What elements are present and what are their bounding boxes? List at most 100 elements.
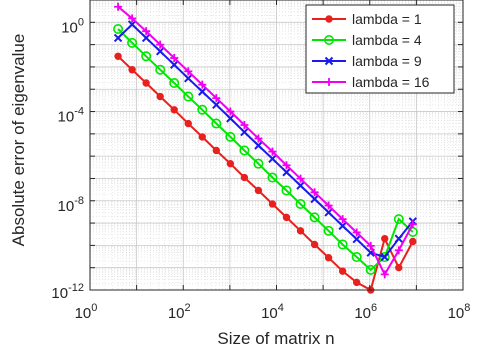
legend-label: lambda = 1 — [352, 11, 422, 27]
data-point — [337, 239, 348, 250]
x-tick-label: 100 — [75, 302, 98, 322]
series-line — [117, 5, 414, 277]
series-1 — [114, 52, 417, 294]
data-point — [408, 220, 417, 229]
data-point — [380, 252, 389, 262]
legend-entry-2: lambda = 4 — [312, 32, 422, 48]
data-point — [338, 215, 347, 224]
data-point — [254, 134, 263, 143]
data-point — [184, 119, 192, 128]
data-point — [225, 131, 236, 142]
data-point — [352, 228, 361, 237]
data-point — [170, 60, 179, 69]
data-point — [127, 37, 138, 48]
legend-entry-1: lambda = 1 — [312, 11, 422, 27]
data-point — [365, 264, 376, 275]
ticks — [89, 0, 464, 291]
data-point — [324, 201, 333, 210]
data-point — [310, 194, 319, 204]
data-point — [113, 24, 124, 35]
data-point — [240, 127, 249, 137]
data-point — [184, 67, 193, 76]
data-point — [310, 188, 319, 197]
data-point — [240, 120, 249, 129]
data-point — [296, 227, 305, 235]
x-tick-label: 108 — [448, 302, 471, 322]
x-axis-label: Size of matrix n — [217, 329, 334, 348]
data-point — [155, 64, 166, 75]
data-point — [212, 94, 221, 103]
data-point — [281, 185, 292, 196]
data-point — [211, 118, 222, 129]
data-point — [254, 186, 263, 195]
legend-label: lambda = 9 — [352, 53, 422, 69]
series-line — [117, 23, 414, 259]
legend-label: lambda = 16 — [352, 74, 430, 90]
data-point — [212, 146, 221, 155]
y-tick-labels: 100 10-4 10-8 10-12 — [51, 16, 84, 302]
legend-marker — [325, 15, 333, 23]
data-point — [141, 33, 151, 43]
data-point — [394, 234, 403, 243]
data-point — [409, 237, 417, 246]
data-point — [380, 270, 389, 279]
data-point — [268, 154, 277, 164]
data-point — [393, 214, 404, 225]
series-line — [117, 28, 414, 272]
series-3 — [113, 20, 418, 262]
series-layer — [113, 2, 418, 294]
data-point — [226, 107, 235, 116]
legend-entry-4: lambda = 16 — [312, 74, 430, 90]
data-point — [212, 100, 221, 110]
series-line — [117, 55, 414, 292]
data-point — [170, 106, 178, 114]
data-point — [324, 254, 333, 262]
data-point — [156, 40, 165, 49]
x-tick-labels: 100 102 104 106 108 — [75, 302, 471, 322]
data-point — [395, 263, 403, 272]
data-point — [296, 174, 305, 183]
x-tick-label: 102 — [168, 302, 191, 322]
data-point — [141, 51, 152, 62]
data-point — [338, 267, 347, 275]
data-point — [240, 173, 249, 182]
data-point — [366, 241, 375, 250]
y-tick-label: 10-4 — [58, 106, 84, 126]
data-point — [128, 66, 136, 74]
data-point — [394, 246, 403, 255]
data-point — [128, 14, 137, 23]
data-point — [226, 159, 235, 168]
data-point — [379, 252, 390, 263]
legend-marker — [325, 78, 333, 86]
data-point — [198, 87, 207, 96]
data-point — [169, 78, 180, 89]
data-point — [253, 158, 264, 169]
data-point — [183, 91, 194, 102]
data-point — [338, 221, 347, 231]
data-point — [239, 145, 250, 156]
data-point — [268, 200, 277, 208]
y-tick-label: 10-8 — [58, 195, 84, 215]
data-point — [197, 104, 208, 115]
data-point — [184, 74, 193, 83]
data-point — [381, 234, 389, 243]
data-point — [198, 80, 207, 89]
legend-entry-3: lambda = 9 — [312, 53, 422, 69]
y-tick-label: 100 — [61, 16, 84, 36]
x-tick-label: 104 — [261, 302, 284, 322]
data-point — [324, 208, 333, 217]
data-point — [114, 52, 122, 60]
data-point — [114, 2, 123, 11]
data-point — [142, 27, 151, 36]
data-point — [156, 92, 164, 101]
data-point — [282, 168, 291, 177]
data-point — [267, 172, 278, 183]
data-point — [127, 20, 137, 29]
y-tick-label: 10-12 — [51, 282, 84, 302]
legend-marker — [324, 56, 334, 66]
data-point — [309, 212, 320, 223]
data-point — [155, 47, 165, 56]
data-point — [170, 54, 179, 63]
data-point — [351, 252, 362, 263]
